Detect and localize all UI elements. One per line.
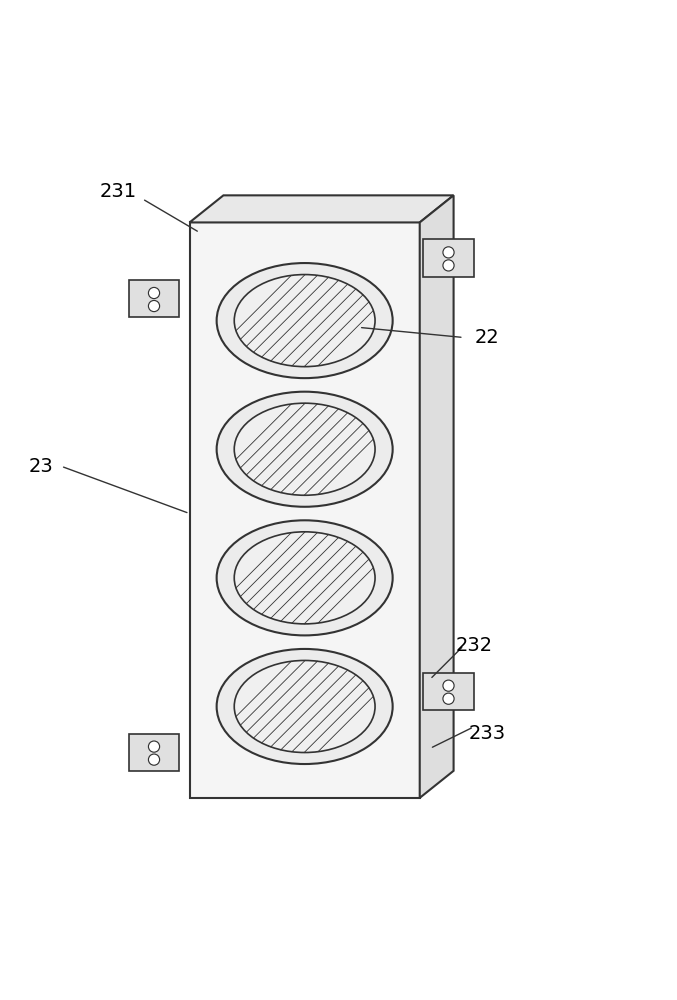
Ellipse shape (234, 403, 375, 495)
Polygon shape (420, 195, 454, 798)
Polygon shape (423, 673, 474, 710)
Text: 232: 232 (456, 636, 492, 655)
Text: 233: 233 (469, 724, 506, 743)
Circle shape (148, 300, 160, 312)
Ellipse shape (217, 649, 393, 764)
Polygon shape (190, 195, 454, 222)
Circle shape (148, 287, 160, 299)
Circle shape (148, 741, 160, 752)
Circle shape (443, 693, 454, 704)
Text: 23: 23 (28, 457, 53, 476)
Circle shape (443, 680, 454, 691)
Circle shape (148, 754, 160, 765)
Ellipse shape (217, 392, 393, 507)
Ellipse shape (234, 532, 375, 624)
Polygon shape (423, 239, 474, 277)
Polygon shape (129, 734, 179, 771)
Ellipse shape (234, 660, 375, 753)
Polygon shape (129, 280, 179, 317)
Circle shape (443, 247, 454, 258)
Text: 22: 22 (475, 328, 500, 347)
Ellipse shape (234, 275, 375, 367)
Ellipse shape (217, 520, 393, 635)
Circle shape (443, 260, 454, 271)
Text: 231: 231 (100, 182, 137, 201)
Polygon shape (190, 222, 420, 798)
Ellipse shape (217, 263, 393, 378)
